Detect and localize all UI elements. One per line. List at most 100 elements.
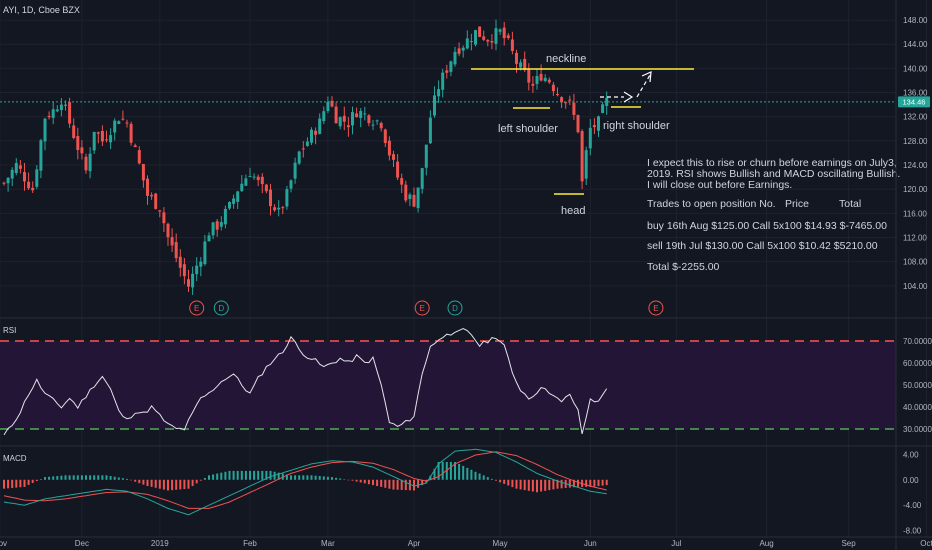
- trade-row: buy 16th Aug $125.00 Call 5x100 $14.93 $…: [647, 220, 887, 232]
- time-tick-label: Oct: [920, 539, 932, 548]
- svg-text:134.46: 134.46: [903, 97, 926, 106]
- candle-body: [191, 273, 195, 288]
- candle-body: [174, 242, 178, 259]
- macd-histogram-bar: [39, 479, 42, 480]
- candle-body: [515, 52, 518, 64]
- macd-histogram-bar: [531, 479, 534, 492]
- macd-histogram-bar: [117, 477, 120, 480]
- candle-body: [68, 102, 72, 124]
- macd-histogram-bar: [97, 475, 100, 480]
- candle-body: [498, 29, 502, 32]
- macd-histogram-bar: [220, 472, 223, 480]
- candle-body: [72, 125, 76, 138]
- candle-body: [105, 139, 108, 141]
- macd-histogram-bar: [224, 471, 227, 480]
- candle-body: [584, 150, 588, 179]
- macd-histogram-bar: [392, 479, 395, 490]
- candle-body: [486, 40, 490, 42]
- candle-body: [494, 28, 498, 44]
- macd-histogram-bar: [601, 479, 604, 486]
- candle-body: [441, 72, 445, 90]
- trade-row: sell 19th Jul $130.00 Call 5x100 $10.42 …: [647, 240, 878, 252]
- macd-histogram-bar: [605, 479, 608, 486]
- candle-body: [10, 169, 14, 179]
- candle-body: [342, 115, 346, 122]
- candle-body: [330, 100, 334, 107]
- macd-histogram-bar: [322, 476, 325, 480]
- macd-tick-label: -8.00: [903, 527, 922, 536]
- candle-body: [129, 123, 133, 143]
- macd-histogram-bar: [154, 479, 157, 488]
- candle-body: [502, 27, 506, 39]
- candle-body: [207, 235, 211, 242]
- macd-histogram-bar: [372, 479, 374, 486]
- projection-arrow-up: [636, 74, 651, 98]
- candle-body: [199, 261, 203, 267]
- macd-histogram-bar: [486, 477, 489, 480]
- dividend-marker[interactable]: D: [447, 300, 463, 316]
- candle-body: [236, 191, 240, 202]
- candle-body: [523, 58, 527, 71]
- candle-body: [187, 279, 190, 287]
- candle-body: [576, 115, 580, 133]
- price-tick-label: 120.00: [903, 185, 928, 194]
- macd-histogram-bar: [277, 472, 280, 480]
- candle-body: [551, 84, 555, 92]
- dividend-marker[interactable]: D: [213, 300, 229, 316]
- price-tick-label: 104.00: [903, 282, 928, 291]
- macd-histogram-bar: [68, 475, 71, 480]
- candle-body: [547, 79, 551, 83]
- price-tick-label: 128.00: [903, 137, 928, 146]
- macd-histogram-bar: [3, 479, 5, 489]
- candle-body: [568, 99, 572, 101]
- candle-body: [223, 208, 227, 225]
- macd-histogram-bar: [15, 479, 18, 488]
- macd-histogram-bar: [228, 470, 231, 480]
- trades-header-label: Trades to open position No.: [647, 198, 776, 210]
- macd-histogram-bar: [72, 475, 75, 480]
- projection-arrowhead-up: [641, 71, 652, 83]
- candle-body: [305, 141, 309, 146]
- macd-line: [3, 448, 607, 516]
- candle-body: [404, 184, 408, 201]
- candle-body: [64, 104, 67, 106]
- macd-histogram-bar: [540, 479, 543, 492]
- candle-body: [449, 61, 453, 72]
- macd-histogram-bar: [31, 479, 34, 483]
- candle-body: [117, 121, 121, 124]
- macd-histogram-bar: [269, 470, 272, 480]
- macd-histogram-bar: [146, 479, 149, 487]
- earnings-marker[interactable]: E: [648, 300, 664, 316]
- macd-histogram-bar: [257, 470, 260, 480]
- macd-histogram-bar: [388, 479, 391, 489]
- candle-body: [355, 113, 359, 118]
- candle-body: [195, 265, 199, 275]
- candle-body: [244, 178, 248, 186]
- macd-histogram-bar: [298, 475, 301, 480]
- macd-histogram-bar: [158, 479, 161, 489]
- earnings-marker[interactable]: E: [414, 300, 430, 316]
- candle-body: [387, 140, 391, 156]
- candle-body: [556, 94, 559, 96]
- macd-histogram-bar: [572, 479, 575, 488]
- macd-histogram-bar: [23, 479, 26, 487]
- candle-body: [428, 117, 432, 144]
- macd-histogram-bar: [495, 479, 497, 481]
- macd-histogram-bar: [560, 479, 563, 489]
- candle-body: [535, 76, 539, 84]
- earnings-marker[interactable]: E: [189, 300, 205, 316]
- rsi-tick-label: 40.0000: [903, 403, 932, 412]
- macd-histogram-bar: [121, 478, 124, 480]
- macd-histogram-bar: [306, 475, 309, 480]
- candle-body: [178, 256, 182, 268]
- candle-body: [383, 129, 387, 144]
- macd-histogram-bar: [179, 479, 182, 490]
- macd-histogram-bar: [261, 470, 264, 480]
- macd-histogram-bar: [585, 479, 588, 487]
- event-markers: E D E D E: [189, 300, 664, 316]
- candle-body: [379, 122, 383, 129]
- candle-body: [162, 212, 166, 224]
- macd-pane-label: MACD: [3, 454, 27, 463]
